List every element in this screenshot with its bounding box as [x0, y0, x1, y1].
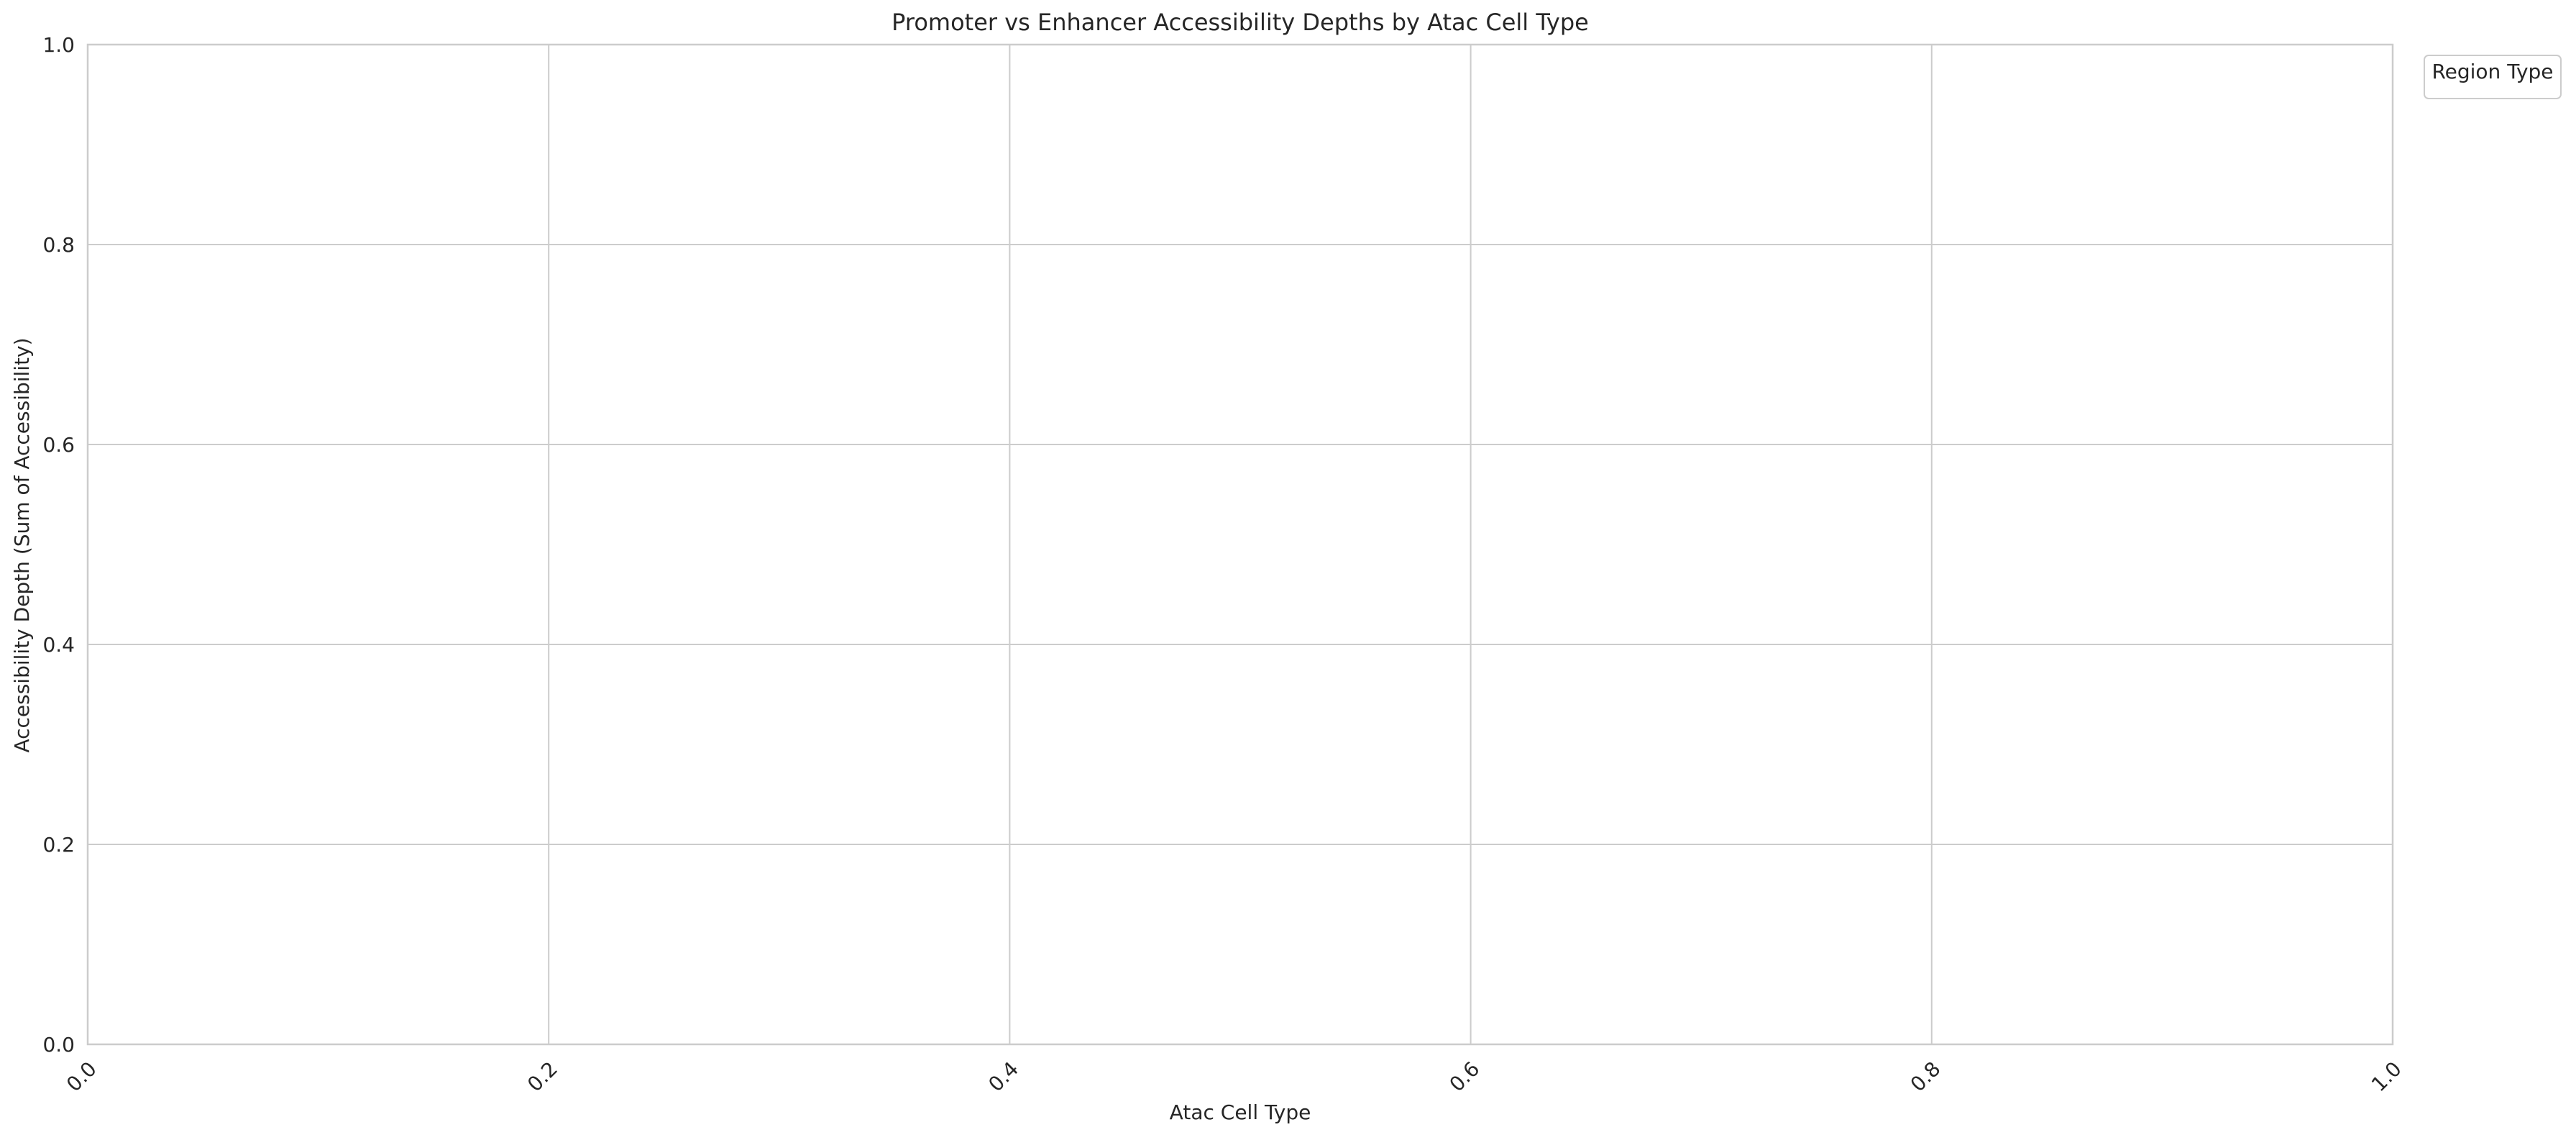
y-tick-label: 0.6 [42, 433, 75, 457]
axes-frame [86, 43, 2394, 1046]
y-tick-label: 0.0 [42, 1033, 75, 1057]
x-axis-label: Atac Cell Type [1170, 1100, 1311, 1124]
y-axis-ticks: 0.0 0.2 0.4 0.6 0.8 1.0 [42, 33, 75, 1057]
y-tick-label: 1.0 [42, 33, 75, 57]
chart-title: Promoter vs Enhancer Accessibility Depth… [891, 9, 1589, 36]
legend-title: Region Type [2431, 60, 2553, 83]
legend-box [2424, 55, 2562, 99]
axes-spines [86, 43, 2394, 1046]
y-tick-label: 0.8 [42, 233, 75, 257]
y-axis-label: Accessibility Depth (Sum of Accessibilit… [10, 337, 34, 752]
y-tick-label: 0.4 [42, 633, 75, 657]
y-tick-label: 0.2 [42, 833, 75, 857]
legend: Region Type [2424, 55, 2562, 99]
